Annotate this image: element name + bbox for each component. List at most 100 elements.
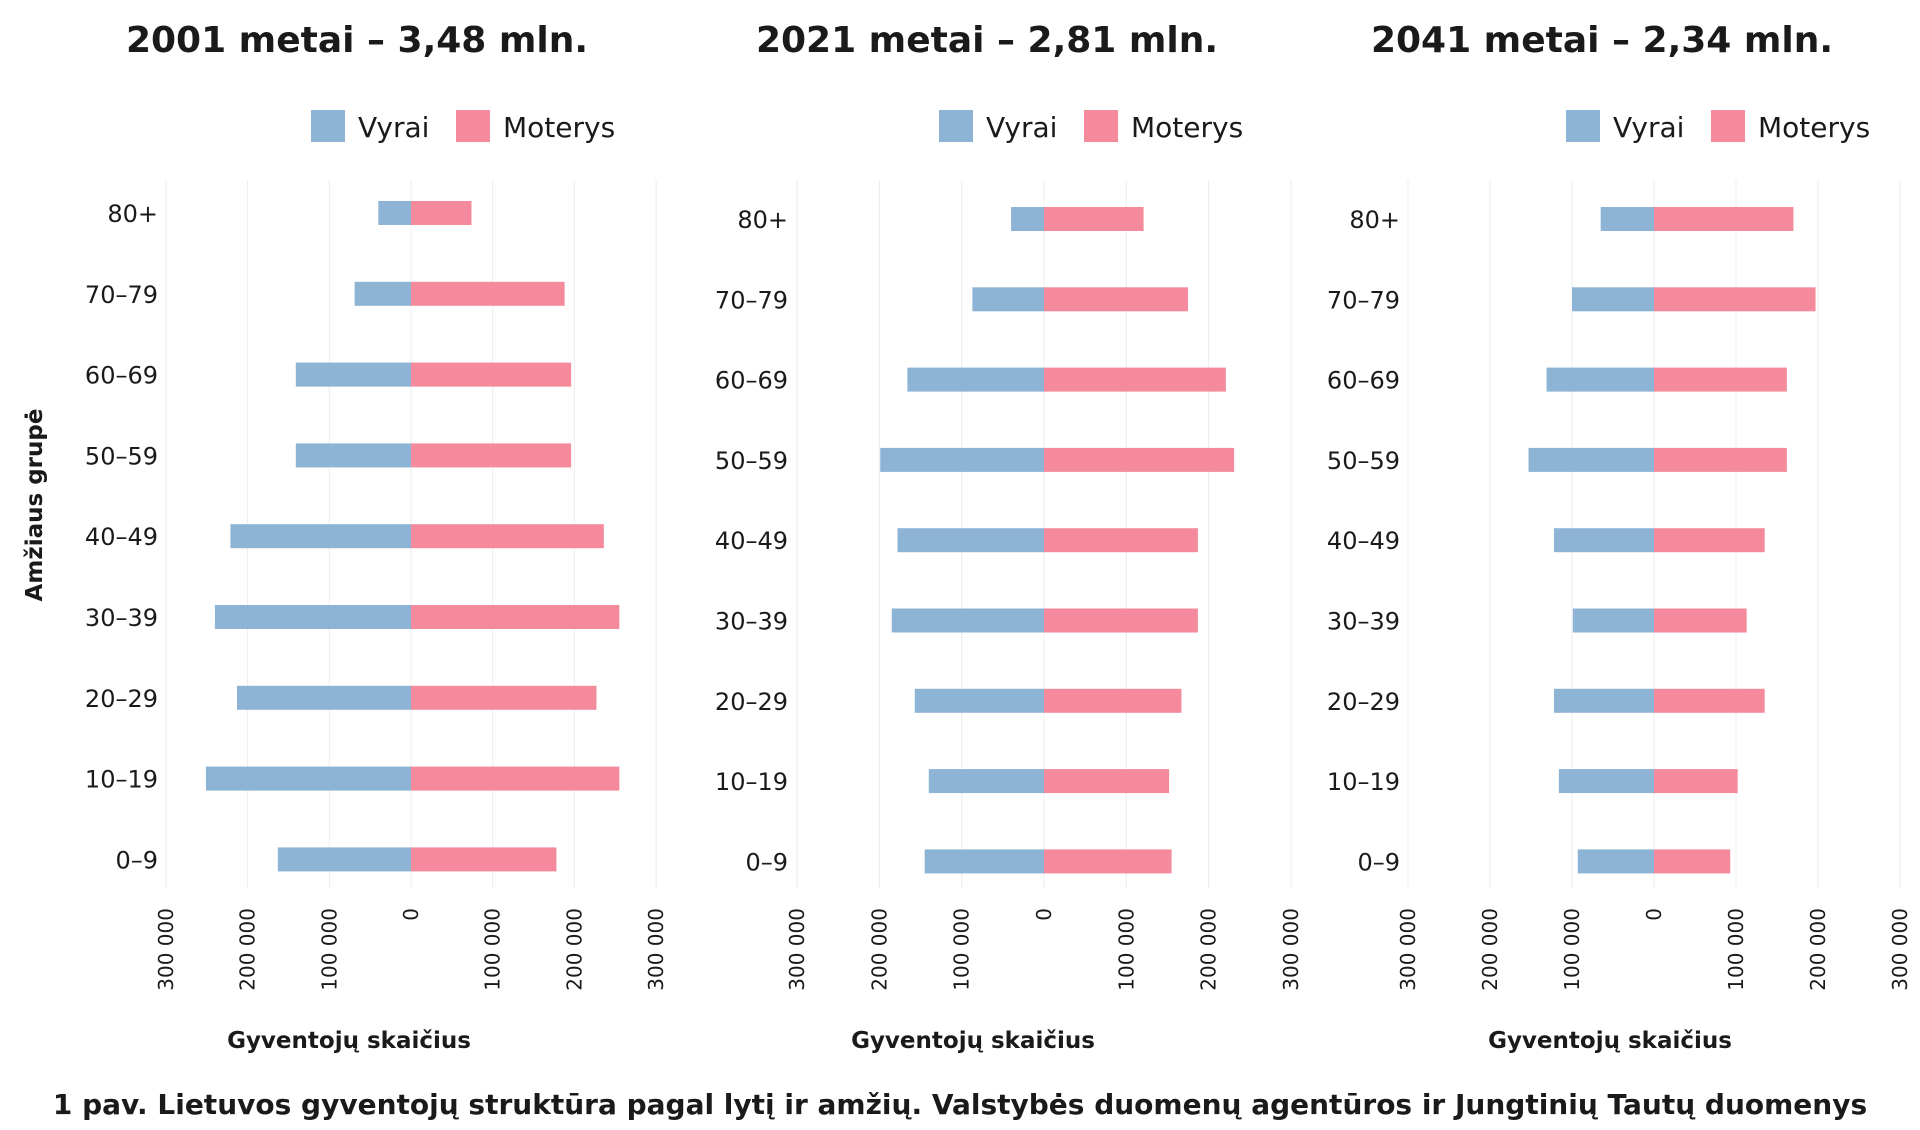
x-tick-label: 300 000 <box>1396 908 1420 991</box>
bar-moterys <box>1044 608 1198 633</box>
category-label: 0–9 <box>1357 848 1400 876</box>
category-label: 0–9 <box>745 848 788 876</box>
x-tick-label: 300 000 <box>644 908 668 991</box>
bar-moterys <box>411 685 597 710</box>
bar-vyrai <box>897 528 1044 553</box>
category-label: 60–69 <box>85 362 158 390</box>
x-tick-label: 300 000 <box>1279 908 1303 991</box>
bar-vyrai <box>277 847 411 872</box>
bar-moterys <box>411 605 620 629</box>
category-label: 20–29 <box>85 685 158 713</box>
category-label: 80+ <box>107 200 158 228</box>
bar-moterys <box>1654 528 1765 553</box>
bar-moterys <box>411 443 572 468</box>
x-tick-label: 0 <box>399 908 423 921</box>
y-axis-title: Amžiaus grupė <box>22 409 48 602</box>
bar-vyrai <box>1600 207 1654 231</box>
bar-moterys <box>1044 528 1198 553</box>
bar-moterys <box>1654 688 1765 713</box>
bar-vyrai <box>1572 287 1654 312</box>
category-label: 40–49 <box>1327 527 1400 555</box>
legend-swatch-vyrai <box>1566 110 1600 142</box>
bar-moterys <box>1044 447 1235 472</box>
bar-vyrai <box>378 201 411 225</box>
category-label: 30–39 <box>85 604 158 632</box>
chart-title: 2021 metai – 2,81 mln. <box>756 20 1218 61</box>
x-tick-label: 100 000 <box>481 908 505 991</box>
legend-label-vyrai: Vyrai <box>358 111 429 144</box>
x-tick-label: 200 000 <box>1806 908 1830 991</box>
bar-moterys <box>1654 447 1787 472</box>
x-tick-label: 200 000 <box>1197 908 1221 991</box>
bar-moterys <box>1044 849 1172 874</box>
bar-vyrai <box>914 688 1044 713</box>
x-tick-label: 0 <box>1032 908 1056 921</box>
bar-moterys <box>1654 608 1747 633</box>
legend-label-vyrai: Vyrai <box>986 111 1057 144</box>
category-label: 20–29 <box>715 688 788 716</box>
bar-vyrai <box>880 447 1044 472</box>
bar-moterys <box>411 281 565 306</box>
chart-title: 2041 metai – 2,34 mln. <box>1371 20 1833 61</box>
figure-caption: 1 pav. Lietuvos gyventojų struktūra paga… <box>53 1088 1867 1121</box>
x-tick-label: 300 000 <box>1888 908 1912 991</box>
bar-vyrai <box>1572 608 1654 633</box>
bar-vyrai <box>1558 769 1654 794</box>
bar-moterys <box>1654 367 1787 392</box>
x-axis-title: Gyventojų skaičius <box>227 1028 471 1054</box>
x-tick-label: 100 000 <box>1560 908 1584 991</box>
category-label: 50–59 <box>715 447 788 475</box>
bar-moterys <box>411 362 572 387</box>
category-label: 80+ <box>1349 206 1400 234</box>
bar-moterys <box>1044 207 1144 231</box>
bar-moterys <box>1044 769 1170 794</box>
legend-swatch-vyrai <box>939 110 973 142</box>
category-label: 40–49 <box>85 523 158 551</box>
category-label: 10–19 <box>85 766 158 794</box>
bar-vyrai <box>972 287 1044 312</box>
x-tick-label: 100 000 <box>1724 908 1748 991</box>
category-label: 70–79 <box>715 286 788 314</box>
bar-vyrai <box>891 608 1044 633</box>
category-label: 60–69 <box>715 367 788 395</box>
x-tick-label: 100 000 <box>317 908 341 991</box>
bar-vyrai <box>295 443 411 468</box>
x-tick-label: 100 000 <box>1114 908 1138 991</box>
bar-moterys <box>411 766 620 791</box>
bar-vyrai <box>205 766 411 791</box>
bar-moterys <box>1044 688 1182 713</box>
legend-label-moterys: Moterys <box>503 111 615 144</box>
bar-vyrai <box>214 605 411 629</box>
bar-moterys <box>1044 287 1189 312</box>
category-label: 40–49 <box>715 527 788 555</box>
bar-moterys <box>411 524 604 549</box>
x-axis-title: Gyventojų skaičius <box>1488 1028 1732 1054</box>
bar-vyrai <box>1553 688 1654 713</box>
category-label: 70–79 <box>85 281 158 309</box>
x-tick-label: 0 <box>1642 908 1666 921</box>
bar-moterys <box>1654 769 1738 794</box>
category-label: 60–69 <box>1327 367 1400 395</box>
legend-label-vyrai: Vyrai <box>1613 111 1684 144</box>
category-label: 10–19 <box>715 768 788 796</box>
bar-vyrai <box>230 524 411 549</box>
category-label: 80+ <box>737 206 788 234</box>
legend-swatch-moterys <box>1084 110 1118 142</box>
bar-vyrai <box>354 281 411 306</box>
category-label: 30–39 <box>715 608 788 636</box>
bar-vyrai <box>924 849 1044 874</box>
bar-vyrai <box>1553 528 1654 553</box>
legend-label-moterys: Moterys <box>1131 111 1243 144</box>
legend-label-moterys: Moterys <box>1758 111 1870 144</box>
category-label: 50–59 <box>1327 447 1400 475</box>
category-label: 70–79 <box>1327 286 1400 314</box>
bar-moterys <box>411 201 472 225</box>
legend-swatch-moterys <box>456 110 490 142</box>
legend-swatch-moterys <box>1711 110 1745 142</box>
category-label: 20–29 <box>1327 688 1400 716</box>
chart-title: 2001 metai – 3,48 mln. <box>126 20 588 61</box>
category-label: 30–39 <box>1327 608 1400 636</box>
bar-vyrai <box>236 685 411 710</box>
legend-swatch-vyrai <box>311 110 345 142</box>
